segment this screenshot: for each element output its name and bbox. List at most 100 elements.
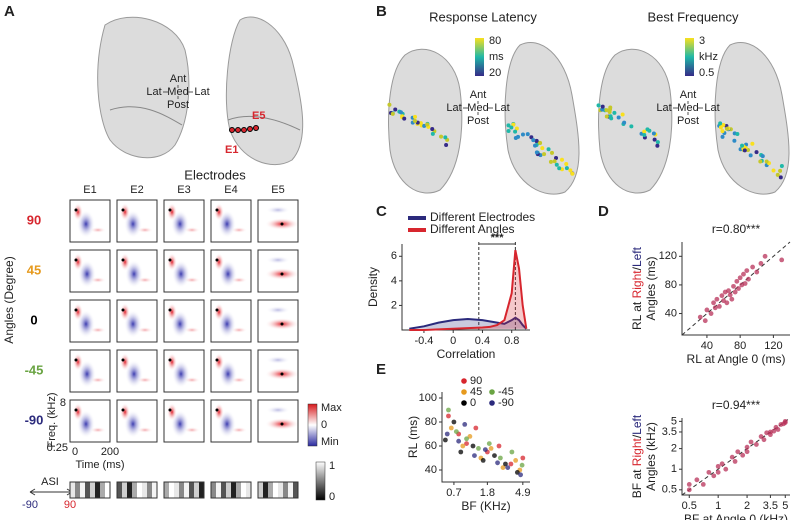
heatmap-cell <box>163 199 205 243</box>
excitation <box>73 303 83 321</box>
asi-stripe <box>241 482 246 498</box>
point <box>464 441 469 446</box>
point <box>732 289 738 295</box>
colorbar-label: Min <box>321 436 339 448</box>
electrode-site <box>718 121 723 126</box>
electrode-site <box>758 159 763 164</box>
cell-border <box>257 199 299 243</box>
x-tick-label: 0.4 <box>475 335 490 347</box>
excitation <box>137 277 153 283</box>
heatmap-cell <box>257 299 299 343</box>
point <box>729 296 735 302</box>
x-tick-label: 80 <box>734 340 746 352</box>
orientation-label: Post <box>467 115 489 127</box>
electrode-site <box>609 116 614 121</box>
tick-label: 0.25 <box>47 442 68 454</box>
electrode-site <box>559 157 564 162</box>
electrode-site <box>387 102 392 107</box>
x-axis-label: BF at Angle 0 (kHz) <box>684 512 788 520</box>
electrode-site <box>430 131 435 136</box>
colorbar <box>475 38 484 76</box>
peak <box>121 208 125 212</box>
y-axis-label-part: Right <box>630 270 644 299</box>
panel-label: B <box>376 3 387 20</box>
peak <box>168 258 172 262</box>
heatmap-cell <box>163 299 205 343</box>
brain <box>97 16 190 159</box>
asi-stripe <box>90 482 95 498</box>
electrode-site <box>534 150 539 155</box>
column-label: E1 <box>83 184 96 196</box>
excitation <box>73 403 83 421</box>
legend-label: -90 <box>498 397 514 409</box>
legend-label: 0 <box>470 397 476 409</box>
colorbar <box>685 38 694 76</box>
asi-border <box>116 481 158 499</box>
excitation <box>231 327 247 333</box>
peak <box>121 358 125 362</box>
orientation-label: Med <box>467 102 488 114</box>
x-tick-label: 0.8 <box>504 335 519 347</box>
colorbar <box>315 461 326 501</box>
point <box>508 461 514 467</box>
excitation <box>231 227 247 233</box>
electrode-site <box>778 168 783 173</box>
asi-stripe <box>216 482 221 498</box>
excitation <box>137 427 153 433</box>
excitation <box>214 203 224 221</box>
cell-border <box>69 299 111 343</box>
orientation-label: Lat <box>494 102 509 114</box>
cell-border <box>257 249 299 293</box>
point <box>750 264 756 270</box>
excitation <box>73 353 83 371</box>
point <box>706 469 712 475</box>
electrode-site <box>735 131 740 136</box>
electrode-site <box>652 137 657 142</box>
legend-label: 90 <box>470 375 482 387</box>
tick-label: 0 <box>72 446 78 458</box>
brain <box>388 48 463 194</box>
point <box>467 434 473 439</box>
panel-label: C <box>376 203 387 220</box>
electrode-site <box>422 123 427 128</box>
y-tick-label: 3.5 <box>662 426 677 438</box>
point <box>708 311 714 316</box>
electrode-site <box>732 138 737 143</box>
cell-border <box>116 199 158 243</box>
suppression <box>266 356 290 364</box>
row-label: 90 <box>27 212 41 227</box>
point <box>744 449 750 455</box>
electrode-site <box>620 112 625 117</box>
excitation <box>167 203 177 221</box>
y-axis-label: RL at Right/Left <box>630 246 644 330</box>
asi-stripe <box>142 482 147 498</box>
electrode-site <box>548 159 553 164</box>
peak <box>280 422 284 426</box>
asi-arrow <box>29 488 73 496</box>
panel-label: D <box>598 203 609 220</box>
legend-dot <box>461 378 467 384</box>
electrode-site <box>564 162 569 167</box>
cell-border <box>69 199 111 243</box>
panel-label: A <box>4 3 15 20</box>
orientation-label: Lat <box>146 86 161 98</box>
electrode-site <box>604 114 609 119</box>
density-curve <box>409 249 528 331</box>
y-axis-label-part: Right <box>630 438 644 467</box>
y-tick-label: 120 <box>659 250 677 262</box>
axes <box>401 244 530 331</box>
excitation <box>137 377 153 383</box>
axis-label: Freq. (kHz) <box>46 393 58 448</box>
y-tick-label: 40 <box>665 307 677 319</box>
orientation-label: Med <box>167 86 188 98</box>
electrode-site <box>390 111 395 116</box>
point <box>761 437 767 443</box>
electrode-site <box>506 123 511 128</box>
brain <box>504 42 580 195</box>
excitation <box>90 227 106 233</box>
y-tick-label: 1 <box>671 463 677 475</box>
heatmap-cell <box>69 349 111 393</box>
y-axis-label: Density <box>366 267 380 307</box>
cell-border <box>210 199 252 243</box>
cell-border <box>257 399 299 443</box>
